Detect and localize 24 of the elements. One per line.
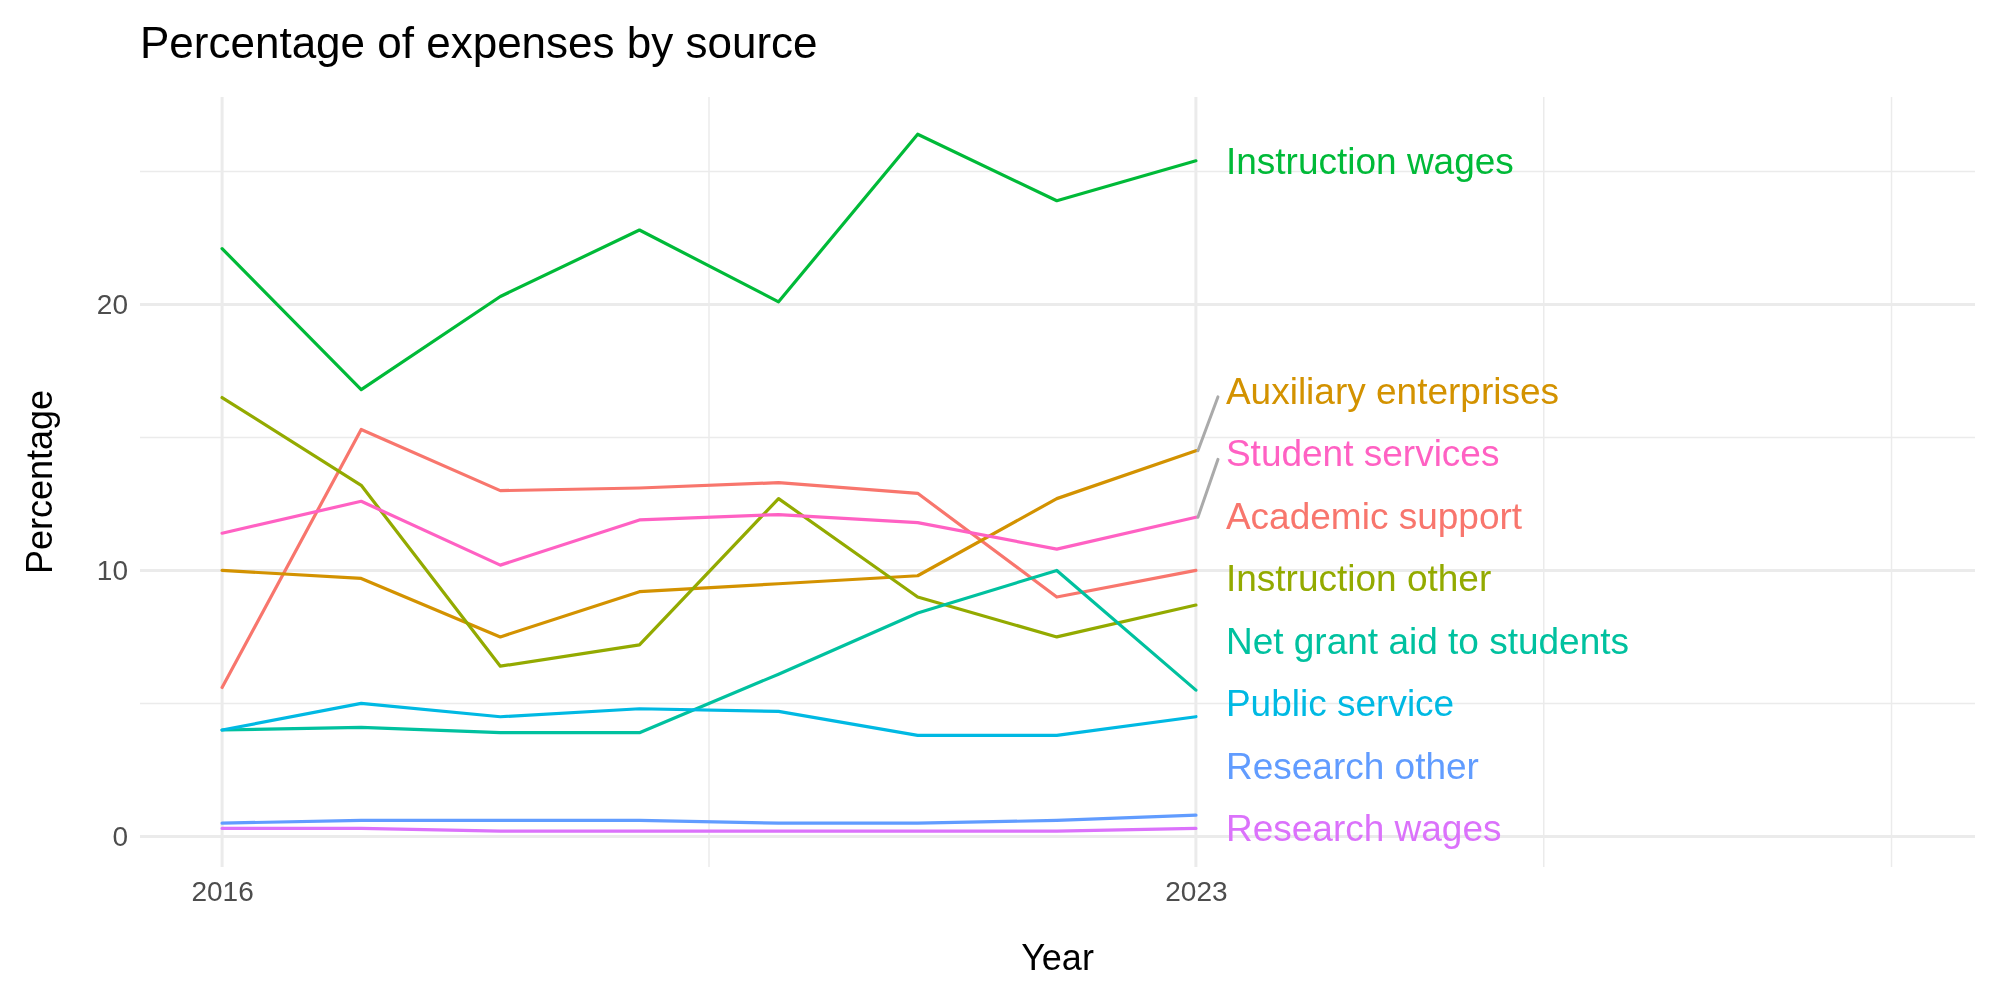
line-series — [220, 132, 1198, 392]
line-series — [220, 568, 1198, 735]
x-tick-label: 2023 — [1165, 875, 1228, 907]
series-label: Research other — [1225, 745, 1479, 787]
series-label: Auxiliary enterprises — [1225, 370, 1560, 412]
chart-title: Percentage of expenses by source — [140, 18, 818, 67]
series-label: Student services — [1225, 433, 1500, 475]
y-tick-label: 0 — [112, 820, 128, 852]
line-series — [220, 449, 1198, 639]
series-label: Academic support — [1225, 495, 1523, 537]
series-label: Research wages — [1225, 808, 1502, 850]
line-series — [220, 427, 1198, 690]
y-tick-label: 20 — [96, 288, 128, 320]
line-series — [220, 701, 1198, 737]
line-series — [220, 395, 1198, 668]
series-label: Instruction other — [1225, 558, 1492, 600]
series-label: Instruction wages — [1225, 140, 1514, 182]
series-label: Public service — [1225, 683, 1455, 725]
line-series — [220, 499, 1198, 567]
y-axis-title: Percentage — [19, 389, 60, 575]
x-tick-label: 2016 — [191, 875, 254, 907]
series-label: Net grant aid to students — [1225, 620, 1630, 662]
x-axis-title: Year — [1021, 937, 1094, 978]
y-tick-label: 10 — [96, 554, 128, 586]
